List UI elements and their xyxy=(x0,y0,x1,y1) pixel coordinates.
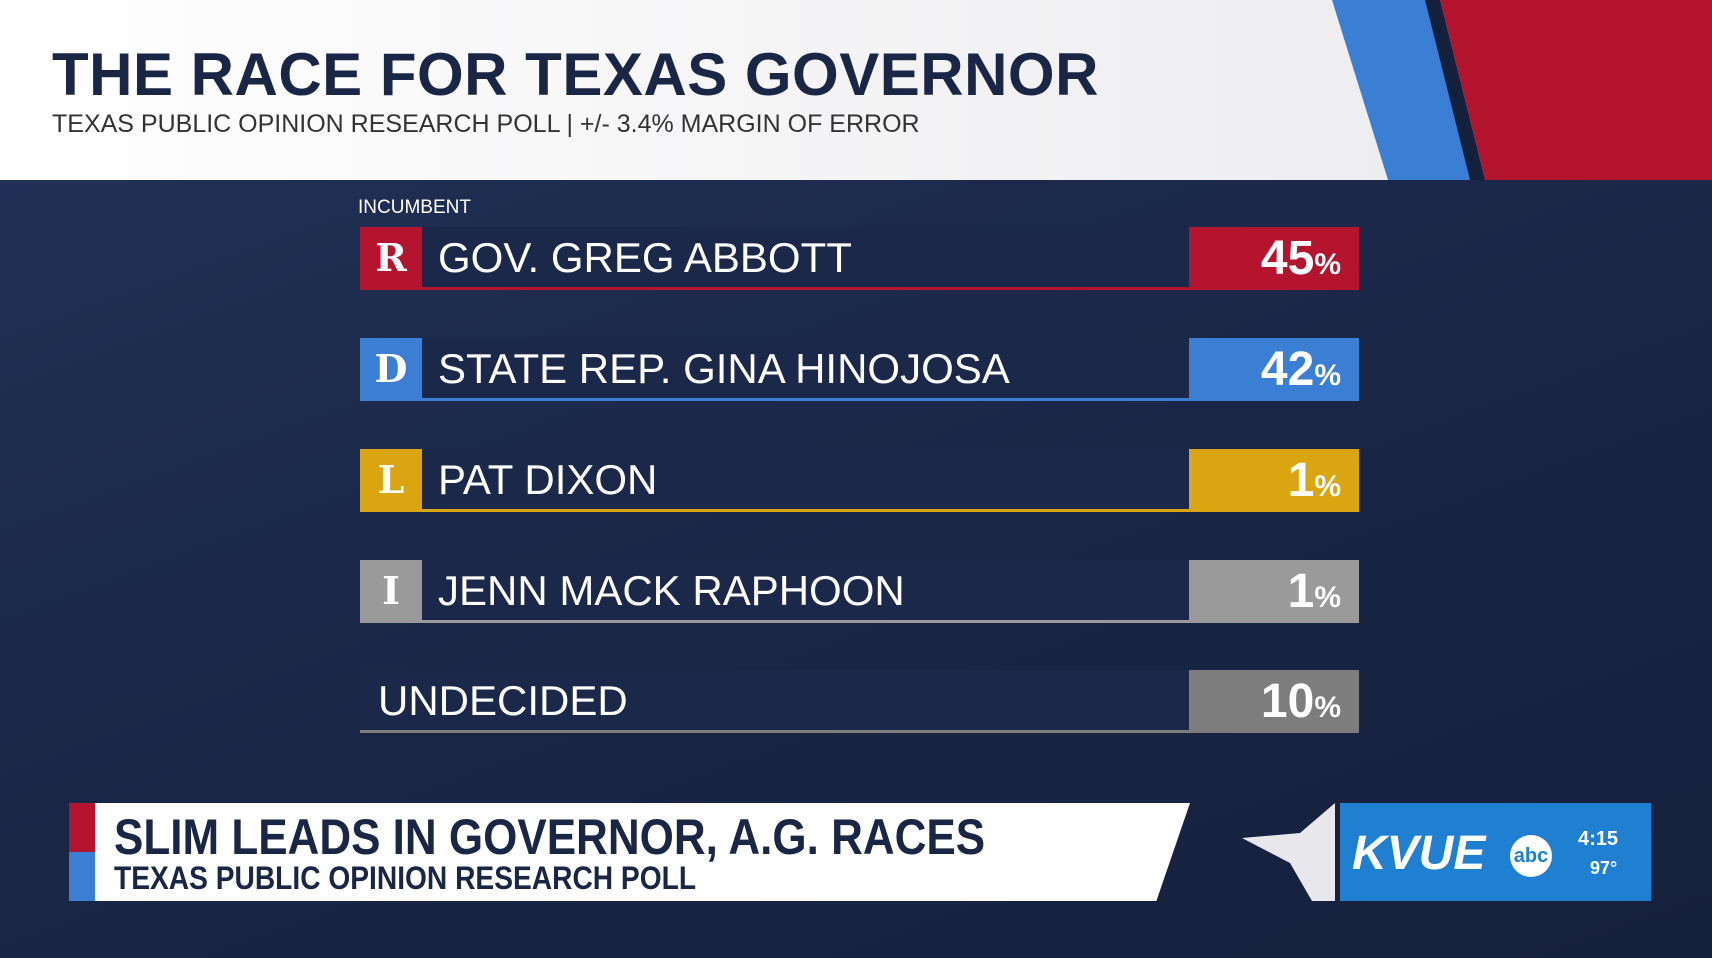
party-badge: D xyxy=(360,338,422,398)
candidate-name: GOV. GREG ABBOTT xyxy=(438,234,852,281)
vote-share: 1% xyxy=(1189,560,1359,620)
star xyxy=(1242,803,1335,901)
party-badge: I xyxy=(360,560,422,620)
red-stripe xyxy=(1440,0,1712,180)
vote-share: 45% xyxy=(1189,227,1359,287)
candidate-name: PAT DIXON xyxy=(438,456,658,503)
headline: SLIM LEADS IN GOVERNOR, A.G. RACES xyxy=(114,809,986,865)
lower-third xyxy=(69,803,1190,901)
candidate-name: STATE REP. GINA HINOJOSA xyxy=(438,345,1010,392)
percent-sign: % xyxy=(1314,581,1341,614)
clock: 4:15 xyxy=(1578,828,1619,850)
percent-sign: % xyxy=(1314,470,1341,503)
title: THE RACE FOR TEXAS GOVERNOR xyxy=(52,41,1099,108)
blue-stripe xyxy=(69,852,95,901)
subheadline: TEXAS PUBLIC OPINION RESEARCH POLL xyxy=(114,860,697,896)
stripe-divider xyxy=(1425,0,1485,180)
vote-share: 1% xyxy=(1189,449,1359,509)
party-badge: L xyxy=(360,449,422,509)
logo-box xyxy=(1340,803,1651,901)
star-shape xyxy=(1242,803,1335,901)
result-row: I JENN MACK RAPHOON 1% xyxy=(360,560,1359,623)
station-logo: KVUE xyxy=(1352,827,1486,880)
vote-share: 42% xyxy=(1189,338,1359,398)
party-badge: R xyxy=(360,227,422,287)
vote-share: 10% xyxy=(1189,670,1359,730)
network-logo: abc xyxy=(1510,835,1552,877)
percent-sign: % xyxy=(1314,248,1341,281)
result-row: UNDECIDED 10% xyxy=(360,670,1359,733)
flag-stripes xyxy=(1332,0,1712,180)
temperature: 97° xyxy=(1590,858,1618,878)
vote-number: 45 xyxy=(1260,232,1315,285)
result-row: R GOV. GREG ABBOTT 45% xyxy=(360,227,1359,290)
vote-number: 42 xyxy=(1260,343,1315,396)
candidate-name: JENN MACK RAPHOON xyxy=(438,567,905,614)
incumbent-label: INCUMBENT xyxy=(358,197,471,218)
percent-sign: % xyxy=(1314,359,1341,392)
red-stripe xyxy=(69,803,95,852)
candidate-name: UNDECIDED xyxy=(378,677,628,724)
percent-sign: % xyxy=(1314,691,1341,724)
vote-number: 1 xyxy=(1287,454,1315,507)
result-row: D STATE REP. GINA HINOJOSA 42% xyxy=(360,338,1359,401)
result-row: L PAT DIXON 1% xyxy=(360,449,1359,512)
vote-number: 10 xyxy=(1260,675,1315,728)
vote-number: 1 xyxy=(1287,565,1315,618)
subtitle: TEXAS PUBLIC OPINION RESEARCH POLL | +/-… xyxy=(52,110,920,138)
